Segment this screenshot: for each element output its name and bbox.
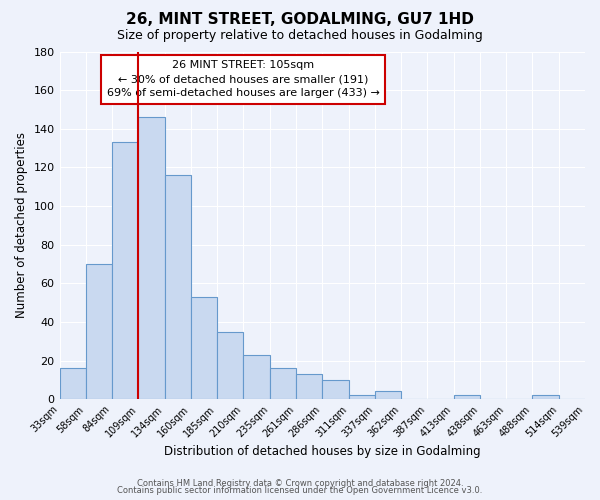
Text: Contains HM Land Registry data © Crown copyright and database right 2024.: Contains HM Land Registry data © Crown c…	[137, 478, 463, 488]
Bar	[454, 396, 480, 399]
Text: 26, MINT STREET, GODALMING, GU7 1HD: 26, MINT STREET, GODALMING, GU7 1HD	[126, 12, 474, 28]
Bar	[532, 396, 559, 399]
Bar	[244, 354, 270, 399]
Bar	[191, 297, 217, 399]
Bar	[217, 332, 244, 399]
Bar	[139, 117, 164, 399]
Bar	[86, 264, 112, 399]
Text: 26 MINT STREET: 105sqm
← 30% of detached houses are smaller (191)
69% of semi-de: 26 MINT STREET: 105sqm ← 30% of detached…	[107, 60, 380, 98]
Bar	[164, 175, 191, 399]
Bar	[296, 374, 322, 399]
Text: Contains public sector information licensed under the Open Government Licence v3: Contains public sector information licen…	[118, 486, 482, 495]
Text: Size of property relative to detached houses in Godalming: Size of property relative to detached ho…	[117, 29, 483, 42]
Bar	[112, 142, 139, 399]
Bar	[349, 396, 375, 399]
Bar	[375, 392, 401, 399]
X-axis label: Distribution of detached houses by size in Godalming: Distribution of detached houses by size …	[164, 444, 481, 458]
Y-axis label: Number of detached properties: Number of detached properties	[15, 132, 28, 318]
Bar	[59, 368, 86, 399]
Bar	[270, 368, 296, 399]
Bar	[322, 380, 349, 399]
